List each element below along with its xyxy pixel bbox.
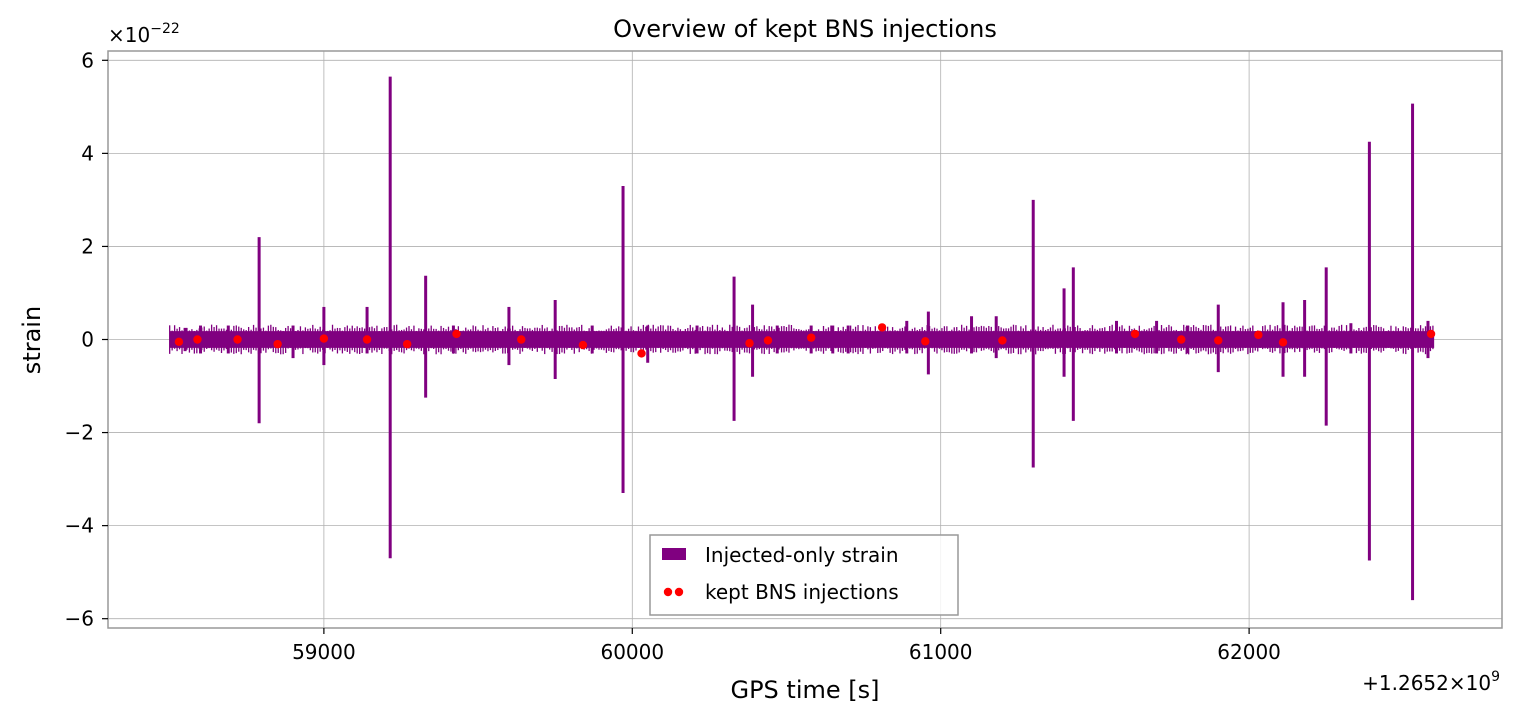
axis-ticks: 59000 60000 61000 62000 −6 −4 −2 0 2 4 6 [65, 48, 1281, 664]
injection-point [763, 336, 773, 345]
legend: Injected-only strain kept BNS injections [649, 534, 959, 616]
injection-point [921, 337, 930, 346]
injection-point [1426, 329, 1436, 339]
injection-point [877, 323, 887, 332]
x-tick-label: 59000 [292, 640, 356, 664]
y-tick-label: −6 [65, 607, 94, 631]
injection-point [637, 349, 646, 358]
injection-point [517, 335, 526, 344]
y-tick-label: −2 [65, 421, 94, 445]
injection-point [806, 333, 816, 342]
legend-label-strain: Injected-only strain [705, 543, 899, 567]
legend-marker-injection-2 [674, 587, 684, 597]
injection-point [452, 329, 461, 339]
injection-point [998, 336, 1007, 345]
y-axis-label: strain [18, 306, 46, 374]
injection-point [578, 340, 588, 350]
injection-point [174, 337, 184, 347]
legend-marker-injection-1 [663, 587, 673, 597]
chart-title: Overview of kept BNS injections [613, 15, 997, 43]
legend-box [649, 534, 959, 616]
x-tick-label: 61000 [909, 640, 973, 664]
x-tick-label: 60000 [600, 640, 664, 664]
legend-label-injections: kept BNS injections [705, 580, 899, 604]
injection-point [1177, 335, 1186, 344]
injection-point [273, 339, 282, 349]
y-tick-label: 2 [81, 234, 94, 258]
x-offset-label: +1.2652×109 [1362, 669, 1500, 695]
injection-point [1130, 329, 1140, 339]
y-tick-label: 6 [81, 48, 94, 72]
legend-swatch-strain [662, 548, 686, 560]
injection-point [1214, 336, 1223, 345]
y-tick-label: −4 [65, 514, 94, 538]
injection-point [1278, 338, 1288, 347]
x-tick-label: 62000 [1217, 640, 1281, 664]
injection-point [319, 334, 329, 343]
y-tick-label: 4 [81, 141, 94, 165]
injection-point [193, 335, 202, 344]
injection-point [745, 339, 754, 348]
injection-point [1254, 330, 1263, 340]
injection-point [233, 335, 242, 344]
injection-points [174, 323, 1436, 358]
injection-point [362, 335, 372, 344]
injection-point [402, 339, 412, 349]
y-tick-label: 0 [81, 328, 94, 352]
x-axis-label: GPS time [s] [730, 676, 879, 704]
